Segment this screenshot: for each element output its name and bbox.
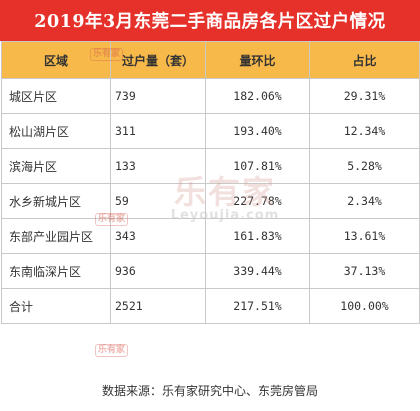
table-row: 滨海片区 133 107.81% 5.28% xyxy=(1,148,420,184)
share-cell: 12.34% xyxy=(309,113,420,149)
mom-cell: 193.40% xyxy=(205,113,310,149)
district-cell: 松山湖片区 xyxy=(1,113,111,149)
total-share-cell: 100.00% xyxy=(309,288,420,324)
table-row: 东南临深片区 936 339.44% 37.13% xyxy=(1,253,420,289)
header-share: 占比 xyxy=(309,41,420,79)
header-transfer-volume: 过户量（套） xyxy=(110,41,206,79)
data-source-note: 数据来源：乐有家研究中心、东莞房管局 xyxy=(0,370,420,411)
table-row: 东部产业园片区 343 161.83% 13.61% xyxy=(1,218,420,254)
volume-cell: 739 xyxy=(110,78,206,114)
share-cell: 13.61% xyxy=(309,218,420,254)
table-row: 松山湖片区 311 193.40% 12.34% xyxy=(1,113,420,149)
table-row: 城区片区 739 182.06% 29.31% xyxy=(1,78,420,114)
small-logo-watermark: 乐有家 xyxy=(95,344,129,357)
volume-cell: 311 xyxy=(110,113,206,149)
page-title: 2019年3月东莞二手商品房各片区过户情况 xyxy=(0,0,420,41)
share-cell: 2.34% xyxy=(309,183,420,219)
table-total-row: 合计 2521 217.51% 100.00% xyxy=(1,288,420,324)
share-cell: 29.31% xyxy=(309,78,420,114)
mom-cell: 107.81% xyxy=(205,148,310,184)
district-cell: 水乡新城片区 xyxy=(1,183,111,219)
total-label-cell: 合计 xyxy=(1,288,111,324)
mom-cell: 182.06% xyxy=(205,78,310,114)
share-cell: 5.28% xyxy=(309,148,420,184)
volume-cell: 343 xyxy=(110,218,206,254)
header-mom-change: 量环比 xyxy=(205,41,310,79)
district-cell: 滨海片区 xyxy=(1,148,111,184)
volume-cell: 59 xyxy=(110,183,206,219)
mom-cell: 339.44% xyxy=(205,253,310,289)
district-transfer-table: 区域 过户量（套） 量环比 占比 城区片区 739 182.06% 29.31%… xyxy=(1,41,420,324)
volume-cell: 133 xyxy=(110,148,206,184)
total-mom-cell: 217.51% xyxy=(205,288,310,324)
share-cell: 37.13% xyxy=(309,253,420,289)
mom-cell: 161.83% xyxy=(205,218,310,254)
district-cell: 东部产业园片区 xyxy=(1,218,111,254)
table-header-row: 区域 过户量（套） 量环比 占比 xyxy=(1,41,420,79)
table-row: 水乡新城片区 59 227.78% 2.34% xyxy=(1,183,420,219)
total-volume-cell: 2521 xyxy=(110,288,206,324)
mom-cell: 227.78% xyxy=(205,183,310,219)
volume-cell: 936 xyxy=(110,253,206,289)
district-cell: 城区片区 xyxy=(1,78,111,114)
district-cell: 东南临深片区 xyxy=(1,253,111,289)
header-district: 区域 xyxy=(1,41,111,79)
